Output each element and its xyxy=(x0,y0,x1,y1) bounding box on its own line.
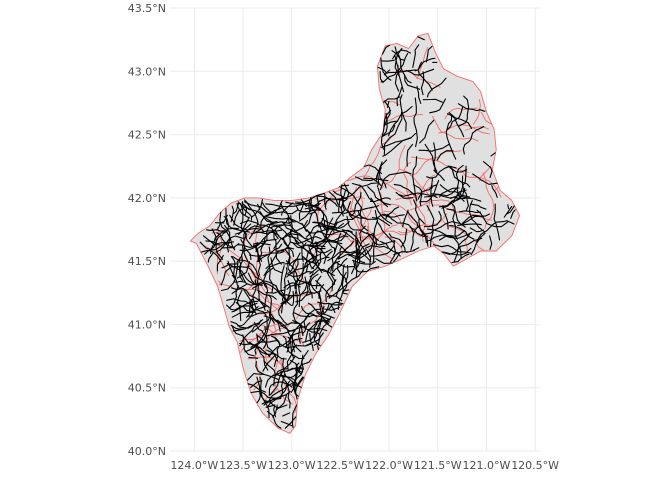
y-tick-label: 40.0°N xyxy=(128,445,166,458)
y-axis-tick-labels: 40.0°N 40.5°N 41.0°N 41.5°N 42.0°N 42.5°N 43.0… xyxy=(128,2,166,458)
x-tick-label: 121.5°W xyxy=(414,459,462,472)
y-tick-label: 41.0°N xyxy=(128,318,166,331)
y-tick-label: 42.0°N xyxy=(128,192,166,205)
x-tick-label: 121.0°W xyxy=(463,459,511,472)
y-tick-label: 43.0°N xyxy=(128,65,166,78)
x-tick-label: 122.5°W xyxy=(316,459,364,472)
stream-segment xyxy=(344,293,348,294)
x-tick-label: 120.5°W xyxy=(511,459,559,472)
y-tick-label: 43.5°N xyxy=(128,2,166,15)
stream-segment xyxy=(508,205,509,209)
y-tick-label: 41.5°N xyxy=(128,255,166,268)
y-tick-label: 42.5°N xyxy=(128,129,166,142)
x-tick-label: 123.0°W xyxy=(268,459,316,472)
x-tick-label: 124.0°W xyxy=(170,459,218,472)
y-tick-label: 40.5°N xyxy=(128,382,166,395)
x-tick-label: 122.0°W xyxy=(365,459,413,472)
x-tick-label: 123.5°W xyxy=(219,459,267,472)
x-axis-tick-labels: 124.0°W 123.5°W 123.0°W 122.5°W 122.0°W 121.5… xyxy=(170,459,559,472)
